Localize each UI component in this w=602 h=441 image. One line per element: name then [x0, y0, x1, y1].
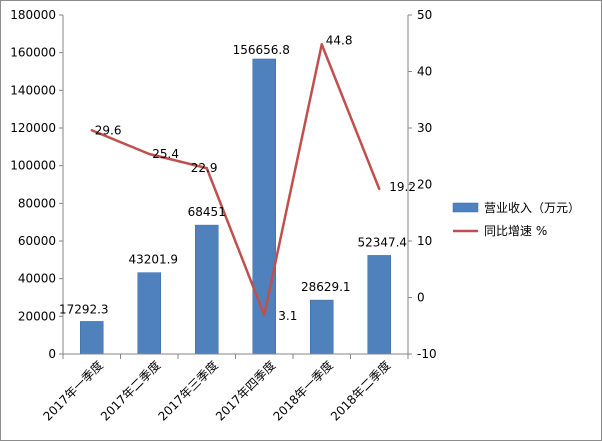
- bar: [80, 321, 104, 355]
- legend: 营业收入（万元） 同比增速 %: [452, 201, 580, 238]
- left-tick-label: 140000: [10, 83, 56, 97]
- bar-data-label: 43201.9: [128, 253, 178, 267]
- left-tick-label: 100000: [10, 159, 56, 173]
- labels-layer: 17292.3 43201.9 68451 156656.8 28629.1 52347.…: [59, 33, 416, 323]
- right-tick-label: 40: [417, 65, 432, 79]
- bar-data-label: 156656.8: [233, 43, 290, 57]
- left-tick-label: 0: [48, 347, 56, 361]
- category-label: 2018年一季度: [270, 358, 336, 424]
- growth-point: [148, 152, 151, 156]
- bar: [310, 299, 334, 355]
- bar: [195, 224, 219, 355]
- left-tick-label: 120000: [10, 121, 56, 135]
- growth-point: [90, 129, 93, 132]
- line-data-label: 25.4: [152, 147, 179, 161]
- growth-point: [320, 43, 323, 46]
- right-tick-label: 50: [417, 8, 432, 22]
- category-label: 2017年二季度: [97, 358, 163, 424]
- category-label: 2017年一季度: [40, 358, 106, 424]
- left-tick-label: 20000: [18, 309, 56, 323]
- legend-label-line: 同比增速 %: [484, 224, 547, 238]
- category-label: 2017年四季度: [212, 358, 278, 424]
- line-data-label: 29.6: [95, 123, 122, 137]
- legend-swatch-bar: [452, 202, 479, 213]
- bar: [367, 255, 391, 355]
- growth-point: [378, 187, 381, 191]
- line-data-label: 22.9: [191, 161, 218, 175]
- growth-point: [263, 313, 266, 317]
- category-label: 2017年三季度: [155, 358, 221, 424]
- bar-data-label: 17292.3: [59, 302, 109, 316]
- right-tick-label: 30: [417, 121, 432, 135]
- left-tick-label: 160000: [10, 46, 56, 60]
- bar: [137, 272, 161, 355]
- left-tick-label: 40000: [18, 272, 56, 286]
- growth-point: [205, 166, 208, 170]
- right-tick-label: 20: [417, 178, 432, 192]
- bar-data-label: 28629.1: [301, 280, 351, 294]
- right-tick-label: -10: [417, 347, 437, 361]
- left-tick-label: 80000: [18, 196, 56, 210]
- bar-data-label: 52347.4: [357, 235, 407, 249]
- left-tick-label: 180000: [10, 8, 56, 22]
- legend-label-bar: 营业收入（万元）: [484, 201, 580, 215]
- left-tick-label: 60000: [18, 234, 56, 248]
- category-label: 2018年二季度: [327, 358, 393, 424]
- right-tick-label: 10: [417, 234, 432, 248]
- line-data-label: 44.8: [326, 33, 353, 47]
- line-layer: [90, 43, 381, 317]
- growth-line: [91, 43, 381, 317]
- bar-data-label: 68451: [188, 205, 226, 219]
- line-data-label: 3.1: [278, 309, 297, 323]
- right-tick-label: 0: [417, 291, 425, 305]
- line-data-label: 19.2: [389, 180, 416, 194]
- bars-layer: [80, 58, 391, 355]
